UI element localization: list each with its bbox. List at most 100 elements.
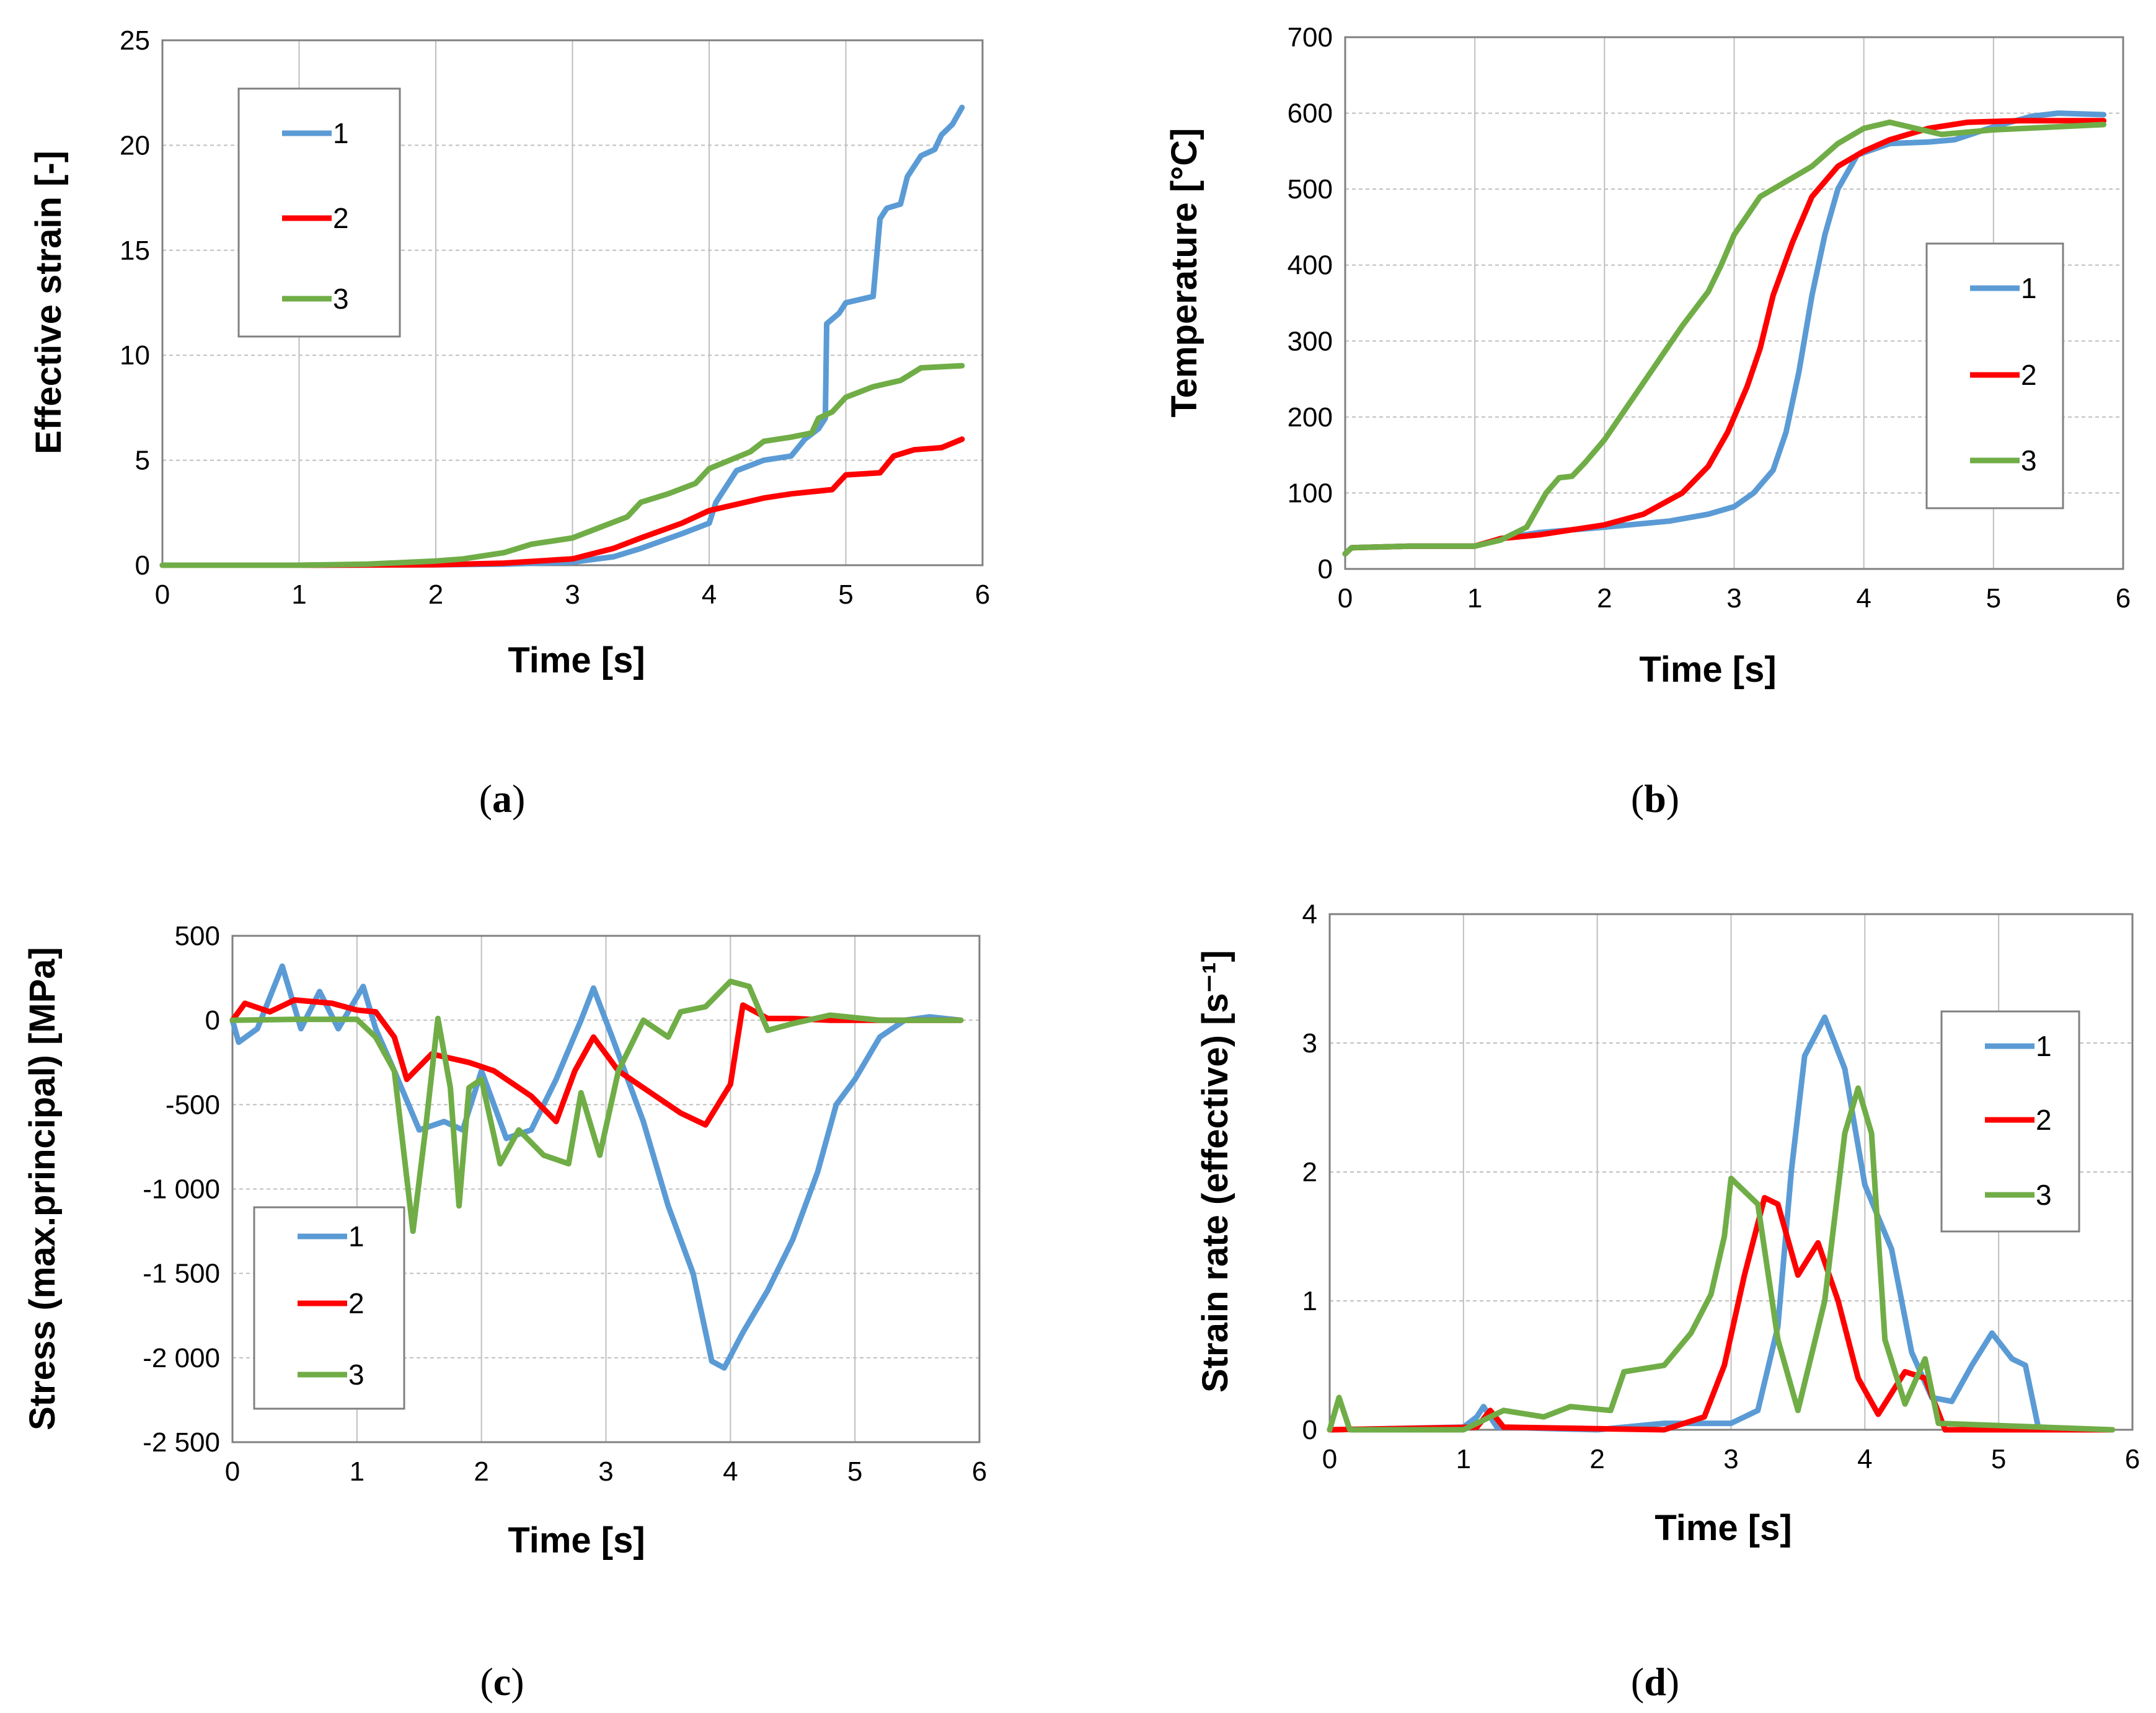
series-1-line (229, 963, 964, 1371)
x-tick-label: 4 (1857, 1444, 1872, 1474)
series-lines (229, 963, 964, 1371)
legend-label-1: 1 (2036, 1030, 2052, 1062)
tick-labels: 0 1 2 3 4 5 6 -2 500 -2 000 -1 500 -1 000 -500 0 500 (143, 921, 987, 1487)
x-tick-label: 1 (291, 579, 306, 610)
y-tick-label: 25 (120, 25, 150, 56)
y-axis-title: Stress (max.principal) [MPa] (22, 947, 63, 1430)
y-tick-label: -1 000 (143, 1174, 220, 1205)
x-tick-label: 2 (1597, 583, 1612, 614)
plot-frame (1344, 36, 2124, 570)
y-tick-label: -1 500 (143, 1259, 220, 1289)
y-tick-label: 5 (135, 446, 150, 476)
y-tick-label: 0 (1318, 554, 1333, 584)
x-tick-label: 6 (972, 1456, 987, 1487)
legend-label-2: 2 (348, 1287, 364, 1319)
y-axis-title: Strain rate (effective) [s⁻¹] (1195, 950, 1235, 1393)
legend-label-2: 2 (2021, 359, 2037, 391)
legend: 1 2 3 (253, 1206, 405, 1410)
chart-panel-c: 0 1 2 3 4 5 6-2 500-2 000-1 500-1 000-5000500 … (22, 921, 987, 1704)
legend-label-3: 3 (348, 1359, 364, 1391)
y-tick-label: 2 (1302, 1157, 1317, 1187)
x-axis-title: Time [s] (1655, 1508, 1792, 1548)
caption-c: (c) (480, 1660, 524, 1704)
x-tick-label: 0 (225, 1456, 240, 1487)
x-tick-label: 1 (350, 1456, 364, 1487)
x-tick-label: 5 (838, 579, 853, 610)
legend-label-1: 1 (333, 117, 349, 149)
legend-label-2: 2 (2036, 1104, 2052, 1136)
series-2-line (229, 997, 964, 1128)
x-tick-label: 0 (1338, 583, 1353, 614)
chart-panel-d: 0 1 2 3 4 5 6 0 1 2 3 4 Time [s] Strain rate (effec… (1195, 899, 2140, 1704)
y-tick-label: 10 (120, 340, 150, 371)
y-axis-title: Temperature [°C] (1164, 128, 1204, 418)
chart-panel-a: 0 1 2 3 4 5 6 0 5 10 15 20 25 Time [s] Effective str… (29, 25, 990, 821)
x-tick-label: 0 (1322, 1444, 1337, 1474)
x-tick-label: 4 (723, 1456, 738, 1487)
y-tick-label: 500 (1288, 174, 1333, 205)
x-tick-label: 2 (1589, 1444, 1604, 1474)
series-2-line (1327, 1195, 2116, 1433)
x-tick-label: 2 (428, 579, 443, 610)
series-2-line (159, 436, 965, 568)
series-3-line (1327, 1085, 2116, 1433)
x-axis-title: Time [s] (508, 1520, 645, 1561)
x-tick-label: 6 (2125, 1444, 2140, 1474)
series-1-line (159, 104, 965, 568)
y-tick-label: 0 (1302, 1415, 1317, 1445)
caption-a: (a) (479, 777, 526, 821)
chart-panel-b: 0 1 2 3 4 5 6 0 100 200 300 400 500 600 700 Time [s] T… (1164, 22, 2131, 821)
x-tick-label: 1 (1467, 583, 1482, 614)
y-tick-label: 0 (135, 550, 150, 581)
plot-frame (231, 935, 981, 1443)
legend: 1 2 3 (237, 87, 401, 338)
series-1-line (1327, 1014, 2116, 1433)
x-tick-label: 6 (2116, 583, 2131, 614)
series-3-line (1342, 119, 2107, 557)
legend-label-3: 3 (2021, 444, 2037, 477)
x-tick-label: 0 (155, 579, 170, 610)
x-axis-title: Time [s] (1639, 650, 1776, 690)
y-tick-label: 0 (205, 1005, 220, 1036)
y-tick-label: 300 (1288, 326, 1333, 356)
x-tick-label: 6 (975, 579, 990, 610)
x-tick-label: 3 (565, 579, 580, 610)
y-tick-label: 700 (1288, 22, 1333, 53)
x-tick-label: 1 (1456, 1444, 1471, 1474)
y-axis-title: Effective strain [-] (29, 151, 69, 454)
tick-labels: 0 1 2 3 4 5 6 0 1 2 3 4 (1302, 899, 2141, 1474)
y-tick-label: 3 (1302, 1028, 1317, 1059)
y-tick-label: 20 (120, 130, 150, 161)
caption-d: (d) (1631, 1660, 1679, 1704)
plot-frame (161, 39, 984, 566)
y-tick-label: 600 (1288, 99, 1333, 129)
legend-label-2: 2 (333, 202, 349, 234)
legend-box (237, 87, 401, 338)
legend: 1 2 3 (1940, 1010, 2080, 1233)
legend-label-3: 3 (2036, 1179, 2052, 1211)
x-tick-label: 5 (1986, 583, 2001, 614)
y-tick-label: -2 500 (143, 1427, 220, 1458)
x-tick-label: 5 (1991, 1444, 2006, 1474)
caption-b: (b) (1631, 777, 1679, 821)
tick-labels: 0 1 2 3 4 5 6 0 5 10 15 20 25 (120, 25, 990, 610)
y-tick-label: 4 (1302, 899, 1317, 930)
y-tick-label: 1 (1302, 1286, 1317, 1316)
x-tick-label: 4 (702, 579, 717, 610)
x-tick-label: 3 (598, 1456, 613, 1487)
legend: 1 2 3 (1925, 242, 2064, 509)
x-tick-label: 3 (1723, 1444, 1738, 1474)
tick-labels: 0 1 2 3 4 5 6 0 100 200 300 400 500 600 700 (1288, 22, 2131, 614)
series-lines (1342, 110, 2107, 557)
series-3-line (159, 363, 965, 568)
x-tick-label: 5 (847, 1456, 862, 1487)
legend-label-3: 3 (333, 283, 349, 315)
y-tick-label: 100 (1288, 478, 1333, 508)
series-lines (159, 104, 965, 568)
x-axis-title: Time [s] (508, 640, 645, 680)
legend-label-1: 1 (348, 1220, 364, 1253)
y-tick-label: 200 (1288, 402, 1333, 433)
y-tick-label: -500 (166, 1090, 220, 1120)
series-3-line (229, 979, 964, 1235)
